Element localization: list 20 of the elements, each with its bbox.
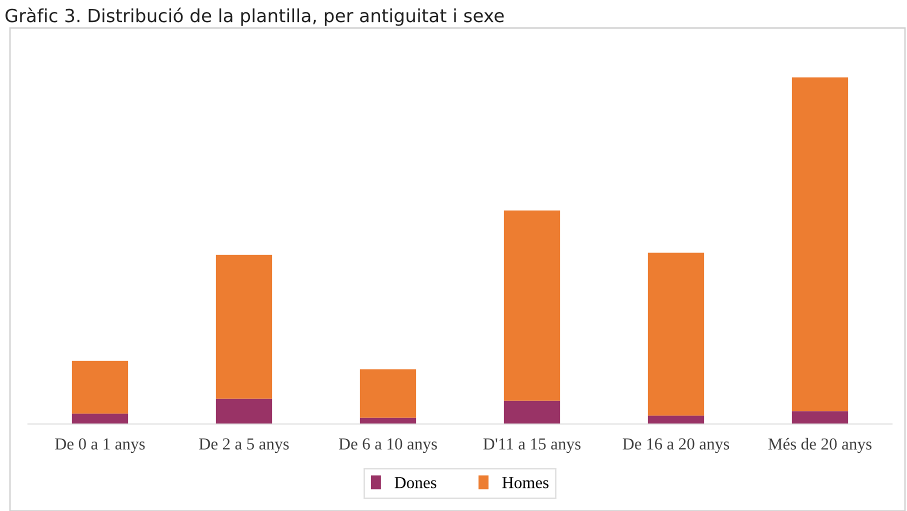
bar <box>72 414 128 424</box>
bar <box>792 77 848 412</box>
chart-title: Gràfic 3. Distribució de la plantilla, per antiguitat i sexe <box>6 8 504 26</box>
bar <box>504 400 560 424</box>
bar <box>72 360 128 414</box>
x-tick-label: D'11 a 15 anys <box>483 438 580 454</box>
legend-label: Homes <box>502 477 548 488</box>
bar <box>648 416 704 424</box>
bar <box>216 398 272 424</box>
x-tick-label: De 16 a 20 anys <box>622 438 730 454</box>
bar <box>216 254 272 399</box>
x-tick-label: De 6 a 10 anys <box>338 438 437 454</box>
x-tick-label: De 0 a 1 anys <box>55 438 145 454</box>
x-tick-label: De 2 a 5 anys <box>199 438 289 454</box>
bar <box>360 369 416 418</box>
bar <box>792 411 848 424</box>
legend-label: Dones <box>394 477 436 488</box>
bar <box>504 210 560 401</box>
bar <box>648 252 704 416</box>
x-tick-label: Més de 20 anys <box>768 438 872 454</box>
